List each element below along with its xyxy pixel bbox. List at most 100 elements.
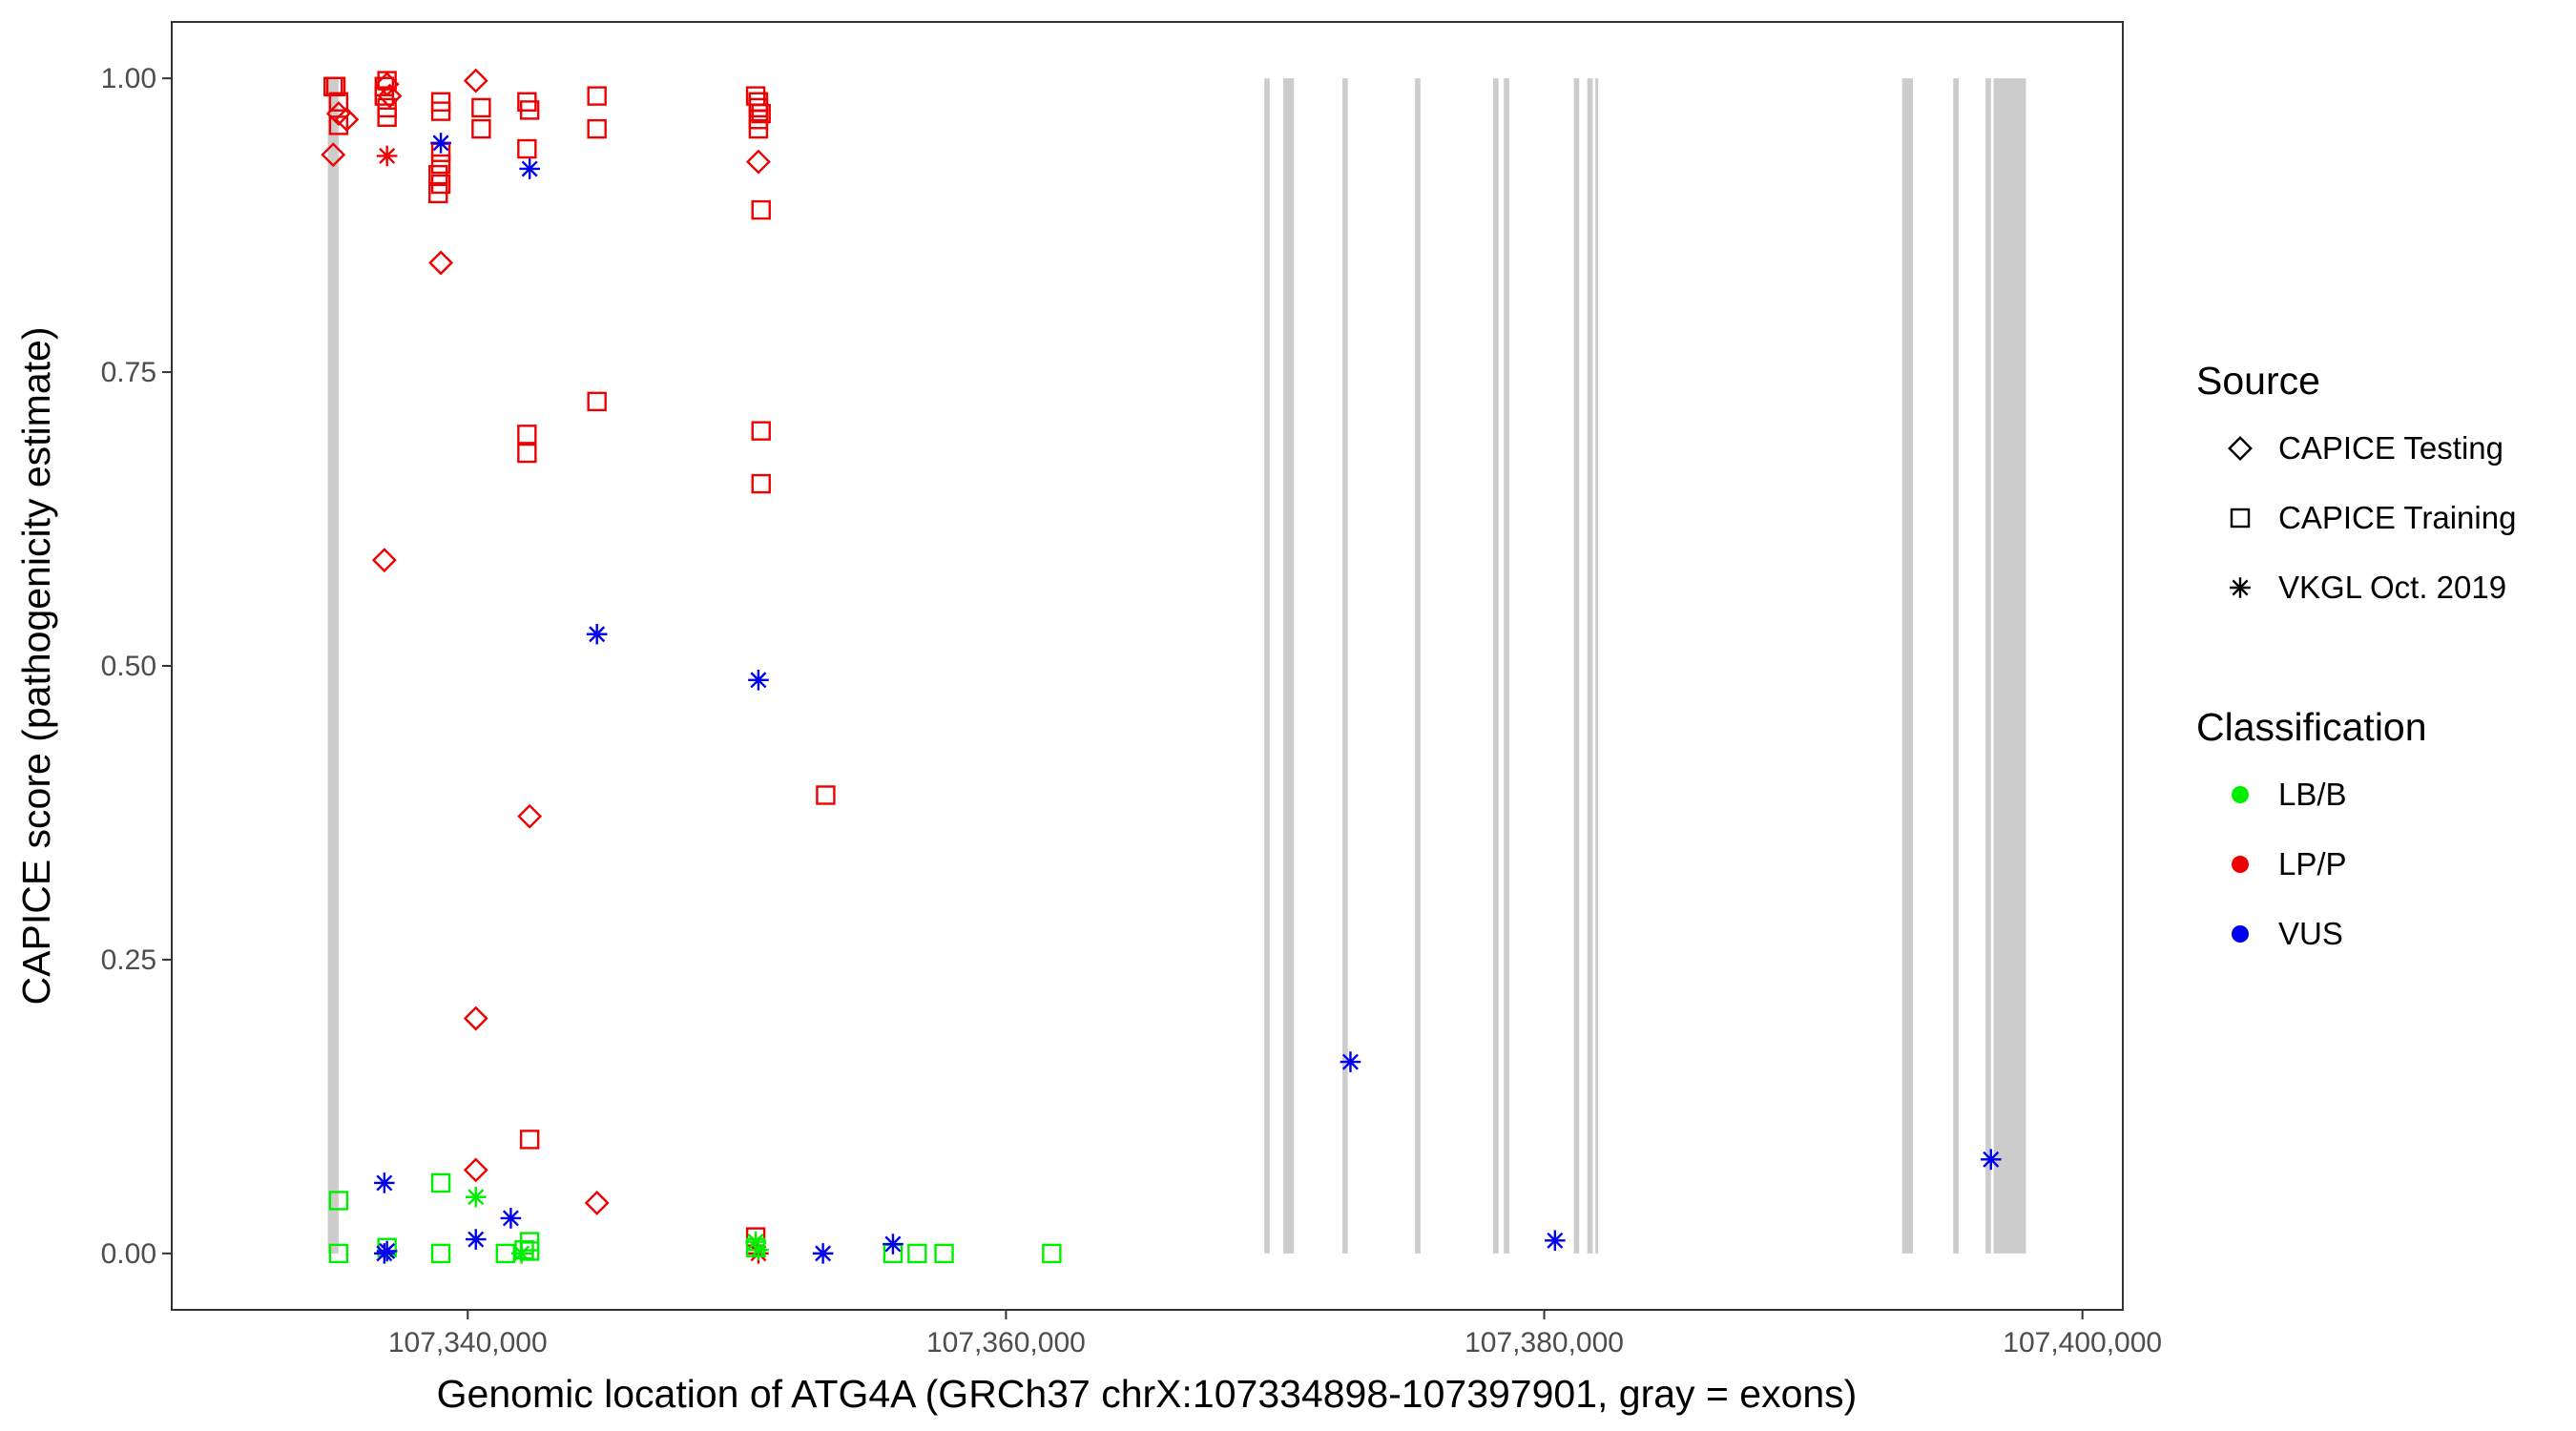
y-axis-title: CAPICE score (pathogenicity estimate): [14, 327, 58, 1006]
data-point-square: [430, 101, 451, 121]
legend-key-color: [2232, 786, 2249, 803]
data-point-asterisk: [748, 1239, 769, 1260]
legend-classification-title: Classification: [2196, 705, 2427, 749]
data-point-asterisk: [1545, 1230, 1566, 1252]
exon-band: [1901, 78, 1913, 1254]
data-point-square: [471, 118, 491, 139]
y-tick-label: 0.50: [101, 651, 156, 682]
data-point-square: [907, 1243, 927, 1264]
exon-band: [1573, 78, 1580, 1254]
data-point-diamond: [428, 250, 454, 276]
data-point-square: [325, 76, 346, 96]
data-point-asterisk: [465, 1186, 487, 1208]
data-point-asterisk: [519, 158, 540, 179]
x-tick-label: 107,400,000: [2003, 1327, 2162, 1358]
data-point-diamond: [745, 149, 771, 175]
data-point-diamond: [463, 68, 488, 93]
data-point-asterisk: [374, 1243, 395, 1264]
y-axis: 0.00 0.25 0.50 0.75 1.00: [101, 63, 172, 1270]
data-point-diamond: [377, 83, 403, 109]
data-point-square: [751, 421, 771, 441]
legend-key-color: [2232, 925, 2249, 943]
data-point-square: [587, 86, 607, 106]
y-tick-label: 0.25: [101, 944, 156, 976]
legend: Source Classification CAPICE Testing CAPI…: [2196, 359, 2516, 951]
exon-band: [1595, 78, 1599, 1254]
data-point-square: [816, 785, 836, 805]
data-point-asterisk: [374, 1172, 395, 1193]
exon-band: [327, 78, 339, 1254]
data-point-asterisk: [1980, 1149, 2002, 1171]
legend-source-title: Source: [2196, 359, 2320, 403]
data-point-diamond: [584, 1190, 610, 1215]
data-point-square: [328, 1243, 349, 1264]
legend-key-color: [2232, 856, 2249, 873]
y-tick-label: 0.75: [101, 357, 156, 388]
data-point-square: [751, 199, 771, 220]
legend-class-label: LB/B: [2278, 777, 2347, 812]
x-axis-title: Genomic location of ATG4A (GRCh37 chrX:1…: [437, 1372, 1858, 1416]
data-point-square: [748, 97, 769, 118]
exon-band: [1993, 78, 2026, 1254]
legend-source-label: CAPICE Testing: [2278, 430, 2503, 466]
data-point-asterisk: [376, 145, 398, 167]
data-point-square: [751, 103, 771, 124]
data-point-square: [377, 71, 397, 91]
data-point-square: [517, 138, 537, 159]
data-point-square: [751, 473, 771, 494]
data-point-diamond: [463, 1157, 488, 1183]
legend-class-label: VUS: [2278, 916, 2343, 951]
data-point-square: [587, 118, 607, 139]
y-tick-label: 0.00: [101, 1238, 156, 1270]
data-point-square: [517, 425, 537, 445]
data-point-asterisk: [1340, 1051, 1361, 1072]
data-point-square: [471, 97, 491, 118]
data-point-square: [374, 86, 395, 106]
exon-band: [1264, 78, 1270, 1254]
data-point-asterisk: [745, 1231, 766, 1253]
data-point-square: [519, 100, 540, 120]
legend-source-label: CAPICE Training: [2278, 500, 2516, 535]
exon-band: [1587, 78, 1593, 1254]
x-axis: 107,340,000 107,360,000 107,380,000 107,400…: [388, 1310, 2162, 1358]
exon-band: [1985, 78, 1991, 1254]
data-point-square: [328, 115, 349, 135]
exon-band: [1504, 78, 1509, 1254]
x-tick-label: 107,360,000: [926, 1327, 1086, 1358]
legend-class-label: LP/P: [2278, 846, 2347, 881]
data-point-square: [1042, 1243, 1062, 1264]
plot-panel-background: [172, 22, 2123, 1310]
exon-band: [1492, 78, 1499, 1254]
data-point-diamond: [371, 548, 397, 573]
data-point-square: [430, 1172, 451, 1193]
data-point-asterisk: [586, 623, 608, 645]
data-point-square: [430, 154, 451, 175]
data-point-asterisk: [430, 133, 451, 154]
data-point-asterisk: [500, 1208, 522, 1229]
exon-bands: [327, 78, 2026, 1254]
data-point-diamond: [517, 803, 543, 829]
data-point-asterisk: [510, 1243, 532, 1264]
data-point-asterisk: [812, 1243, 834, 1264]
exon-band: [1415, 78, 1421, 1254]
data-point-square: [328, 92, 349, 112]
data-point-square: [934, 1243, 954, 1264]
exon-band: [1282, 78, 1295, 1254]
data-point-square: [430, 1243, 451, 1264]
legend-key-diamond: [2228, 436, 2253, 461]
data-point-square: [748, 118, 769, 139]
data-point-square: [519, 1130, 540, 1150]
data-point-square: [517, 443, 537, 464]
data-point-square: [328, 1191, 349, 1211]
legend-key-asterisk: [2230, 577, 2251, 598]
data-point-asterisk: [883, 1234, 904, 1255]
x-tick-label: 107,340,000: [388, 1327, 548, 1358]
data-point-asterisk: [748, 669, 769, 691]
y-tick-label: 1.00: [101, 63, 156, 94]
legend-source-label: VKGL Oct. 2019: [2278, 570, 2506, 605]
data-points: [321, 68, 2002, 1264]
exon-band: [1953, 78, 1959, 1254]
data-point-asterisk: [465, 1229, 487, 1250]
data-point-diamond: [321, 142, 346, 168]
